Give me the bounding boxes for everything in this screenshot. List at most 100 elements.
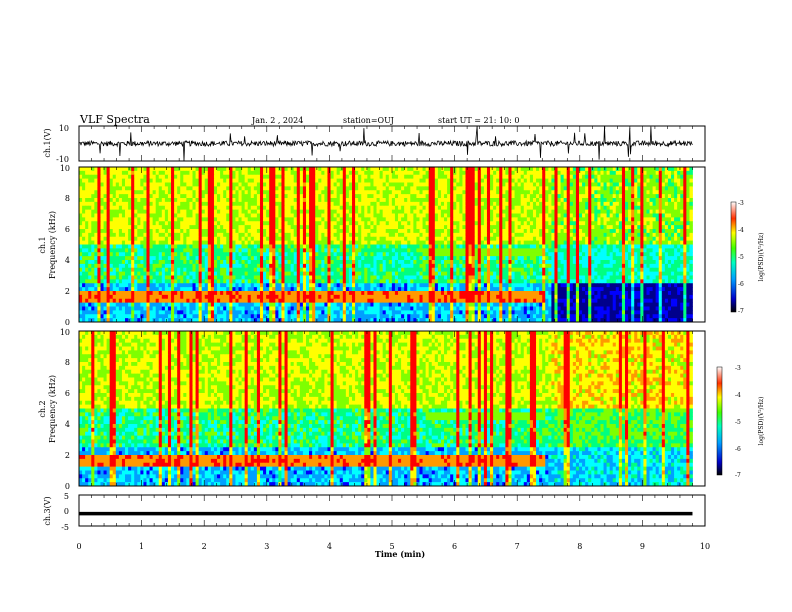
spectrogram-cell xyxy=(100,182,104,187)
spectrogram-cell xyxy=(293,236,298,242)
spectrogram-cell xyxy=(100,170,104,176)
spectrogram-cell xyxy=(223,209,227,214)
spectrogram-cell xyxy=(664,209,669,214)
spectrogram-cell xyxy=(652,201,657,207)
spectrogram-cell xyxy=(502,209,506,214)
spectrogram-cell xyxy=(643,252,647,257)
spectrogram-cell xyxy=(585,174,589,180)
spectrogram-cell xyxy=(266,170,270,176)
spectrogram-cell xyxy=(468,209,473,214)
spectrogram-cell xyxy=(134,217,138,222)
spectrogram-cell xyxy=(588,232,592,238)
spectrogram-cell xyxy=(232,232,236,238)
spectrogram-cell xyxy=(514,205,519,211)
spectrogram-cell xyxy=(486,170,491,176)
spectrogram-cell xyxy=(404,213,408,218)
spectrogram-cell xyxy=(431,213,436,218)
spectrogram-cell xyxy=(137,260,141,265)
spectrogram-cell xyxy=(499,256,503,261)
spectrogram-cell xyxy=(361,229,365,234)
spectrogram-cell xyxy=(391,229,396,234)
spectrogram-cell xyxy=(437,244,442,249)
spectrogram-cell xyxy=(683,190,687,195)
spectrogram-cell xyxy=(652,217,657,222)
spectrogram-cell xyxy=(671,205,675,211)
spectrogram-cell xyxy=(483,225,488,230)
spectrogram-cell xyxy=(398,198,402,203)
spectrogram-cell xyxy=(161,240,166,245)
spectrogram-cell xyxy=(523,170,528,176)
spectrogram-cell xyxy=(680,240,684,245)
spectrogram-cell xyxy=(410,174,414,180)
spectrogram-cell xyxy=(79,236,83,242)
spectrogram-cell xyxy=(431,244,436,249)
spectrogram-cell xyxy=(480,190,485,195)
spectrogram-cell xyxy=(339,225,344,230)
spectrogram-cell xyxy=(634,174,638,180)
spectrogram-cell xyxy=(312,170,316,176)
spectrogram-cell xyxy=(192,194,196,199)
spectrogram-cell xyxy=(646,244,650,249)
spectrogram-cell xyxy=(370,256,374,261)
spectrogram-cell xyxy=(686,221,690,226)
spectrogram-cell xyxy=(287,252,292,257)
spectrogram-cell xyxy=(548,209,552,214)
spectrogram-cell xyxy=(394,198,399,203)
spectrogram-cell xyxy=(302,213,307,218)
spectrogram-cell xyxy=(336,201,341,207)
spectrogram-cell xyxy=(545,201,549,207)
spectrogram-cell xyxy=(146,236,150,242)
spectrogram-cell xyxy=(628,256,632,261)
spectrogram-cell xyxy=(667,256,672,261)
spectrogram-cell xyxy=(146,190,150,195)
spectrogram-cell xyxy=(256,252,261,257)
spectrogram-cell xyxy=(514,174,519,180)
spectrogram-cell xyxy=(85,248,89,253)
spectrogram-cell xyxy=(192,244,196,249)
spectrogram-cell xyxy=(299,198,304,203)
spectrogram-cell xyxy=(582,225,586,230)
spectrogram-cell xyxy=(241,213,246,218)
spectrogram-cell xyxy=(517,252,522,257)
spectrogram-cell xyxy=(180,205,184,211)
spectrogram-cell xyxy=(180,186,184,191)
spectrogram-cell xyxy=(235,213,239,218)
spectrogram-cell xyxy=(450,209,454,214)
spectrogram-cell xyxy=(664,225,669,230)
spectrogram-cell xyxy=(134,201,138,207)
spectrogram-cell xyxy=(667,194,672,199)
spectrogram-cell xyxy=(106,178,111,183)
spectrogram-cell xyxy=(342,170,347,176)
spectrogram-cell xyxy=(419,194,423,199)
spectrogram-cell xyxy=(355,232,359,238)
spectrogram-cell xyxy=(183,201,187,207)
spectrogram-cell xyxy=(554,178,558,183)
spectrogram-cell xyxy=(394,182,399,187)
spectrogram-cell xyxy=(523,252,528,257)
spectrogram-cell xyxy=(545,186,549,191)
spectrogram-cell xyxy=(671,236,675,242)
spectrogram-cell xyxy=(686,252,690,257)
spectrogram-cell xyxy=(180,190,184,195)
spectrogram-cell xyxy=(594,236,598,242)
spectrogram-cell xyxy=(115,217,120,222)
spectrogram-cell xyxy=(327,198,331,203)
spectrogram-cell xyxy=(667,186,672,191)
spectrogram-cell xyxy=(514,167,519,172)
spectrogram-cell xyxy=(523,213,528,218)
spectrogram-cell xyxy=(398,225,402,230)
spectrogram-cell xyxy=(250,182,255,187)
spectrogram-cell xyxy=(367,236,371,242)
spectrogram-cell xyxy=(637,248,641,253)
spectrogram-cell xyxy=(161,244,166,249)
spectrogram-cell xyxy=(358,194,362,199)
spectrogram-cell xyxy=(459,201,463,207)
spectrogram-cell xyxy=(149,260,154,265)
spectrogram-cell xyxy=(486,240,491,245)
spectrogram-cell xyxy=(677,201,681,207)
spectrogram-cell xyxy=(419,256,423,261)
spectrogram-cell xyxy=(434,178,439,183)
spectrogram-cell xyxy=(85,182,89,187)
spectrogram-cell xyxy=(241,236,246,242)
spectrogram-cell xyxy=(312,213,316,218)
